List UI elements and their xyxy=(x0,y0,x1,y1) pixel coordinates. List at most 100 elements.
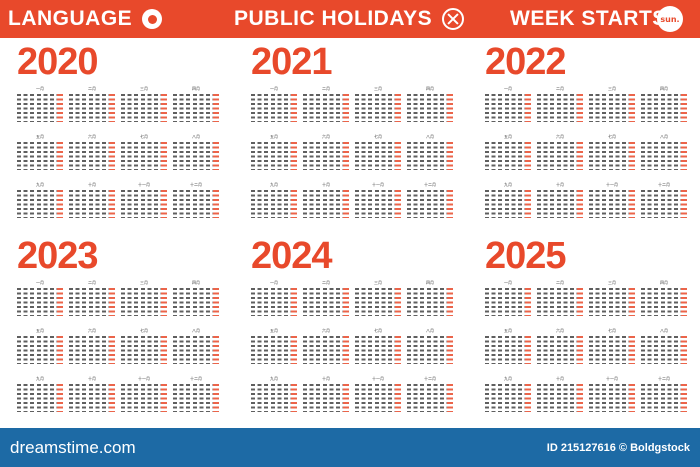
month-calendar: 八月 xyxy=(407,328,453,364)
month-calendar: 一月 xyxy=(485,86,531,122)
month-day-grid xyxy=(173,94,219,122)
month-day-grid xyxy=(485,384,531,412)
month-day-grid xyxy=(17,288,63,316)
month-calendar: 七月 xyxy=(589,328,635,364)
month-name: 四月 xyxy=(192,280,200,285)
week-starts-setting: WEEK STARTS xyxy=(510,0,667,38)
month-name: 十一月 xyxy=(372,182,384,187)
month-name: 二月 xyxy=(88,86,96,91)
month-name: 二月 xyxy=(556,280,564,285)
month-calendar: 十月 xyxy=(303,182,349,218)
month-day-grid xyxy=(17,336,63,364)
month-day-grid xyxy=(69,94,115,122)
month-day-grid xyxy=(303,190,349,218)
month-day-grid xyxy=(589,142,635,170)
month-calendar: 二月 xyxy=(537,86,583,122)
month-day-grid xyxy=(251,384,297,412)
month-name: 十月 xyxy=(556,182,564,187)
month-day-grid xyxy=(69,142,115,170)
month-calendar: 五月 xyxy=(485,328,531,364)
month-day-grid xyxy=(251,336,297,364)
month-name: 十一月 xyxy=(138,182,150,187)
language-label: LANGUAGE xyxy=(8,7,133,30)
header-bar: LANGUAGE PUBLIC HOLIDAYS WEEK STARTS sun… xyxy=(0,0,700,38)
month-calendar: 三月 xyxy=(121,280,167,316)
month-calendar: 八月 xyxy=(173,328,219,364)
month-name: 七月 xyxy=(140,328,148,333)
month-day-grid xyxy=(173,288,219,316)
month-calendar: 九月 xyxy=(485,182,531,218)
month-name: 十二月 xyxy=(190,376,202,381)
month-calendar: 十二月 xyxy=(407,376,453,412)
month-calendar: 四月 xyxy=(407,280,453,316)
month-day-grid xyxy=(17,94,63,122)
month-name: 五月 xyxy=(504,134,512,139)
year-title: 2025 xyxy=(485,235,567,277)
month-calendar: 六月 xyxy=(69,328,115,364)
month-name: 九月 xyxy=(270,376,278,381)
month-calendar: 九月 xyxy=(485,376,531,412)
month-calendar: 十一月 xyxy=(121,182,167,218)
month-name: 十月 xyxy=(88,182,96,187)
month-name: 七月 xyxy=(608,134,616,139)
month-name: 十月 xyxy=(556,376,564,381)
image-id: ID 215127616 © Boldgstock xyxy=(546,441,690,454)
public-holidays-setting: PUBLIC HOLIDAYS xyxy=(234,0,465,38)
month-calendar: 四月 xyxy=(173,280,219,316)
month-name: 十一月 xyxy=(606,376,618,381)
month-name: 八月 xyxy=(192,328,200,333)
month-name: 七月 xyxy=(140,134,148,139)
month-day-grid xyxy=(69,336,115,364)
month-name: 十一月 xyxy=(606,182,618,187)
month-name: 八月 xyxy=(660,328,668,333)
japan-flag-icon xyxy=(142,9,163,29)
month-calendar: 一月 xyxy=(485,280,531,316)
month-day-grid xyxy=(173,142,219,170)
month-calendar: 八月 xyxy=(173,134,219,170)
month-calendar: 三月 xyxy=(589,280,635,316)
month-name: 八月 xyxy=(426,134,434,139)
month-name: 一月 xyxy=(270,280,278,285)
month-name: 一月 xyxy=(504,86,512,91)
month-calendar: 八月 xyxy=(641,134,687,170)
month-day-grid xyxy=(407,384,453,412)
month-name: 十一月 xyxy=(372,376,384,381)
month-calendar: 二月 xyxy=(69,280,115,316)
month-name: 六月 xyxy=(88,328,96,333)
month-name: 十月 xyxy=(322,182,330,187)
month-name: 四月 xyxy=(426,280,434,285)
month-day-grid xyxy=(303,288,349,316)
month-day-grid xyxy=(355,288,401,316)
month-day-grid xyxy=(407,288,453,316)
month-name: 一月 xyxy=(36,280,44,285)
month-calendar: 六月 xyxy=(69,134,115,170)
month-name: 十二月 xyxy=(190,182,202,187)
month-name: 六月 xyxy=(322,328,330,333)
month-day-grid xyxy=(485,288,531,316)
month-day-grid xyxy=(641,94,687,122)
month-calendar: 十二月 xyxy=(641,182,687,218)
month-day-grid xyxy=(17,384,63,412)
month-calendar: 四月 xyxy=(407,86,453,122)
month-name: 七月 xyxy=(374,328,382,333)
month-calendar: 三月 xyxy=(355,280,401,316)
month-name: 六月 xyxy=(556,134,564,139)
month-calendar: 七月 xyxy=(121,328,167,364)
month-name: 三月 xyxy=(374,280,382,285)
site-logo: dreamstime.com xyxy=(10,437,136,457)
month-name: 六月 xyxy=(322,134,330,139)
month-calendar: 八月 xyxy=(407,134,453,170)
month-name: 三月 xyxy=(608,280,616,285)
month-calendar: 三月 xyxy=(121,86,167,122)
month-calendar: 九月 xyxy=(251,376,297,412)
month-name: 十二月 xyxy=(424,376,436,381)
month-calendar: 九月 xyxy=(251,182,297,218)
month-name: 二月 xyxy=(322,280,330,285)
month-day-grid xyxy=(485,142,531,170)
month-calendar: 十二月 xyxy=(641,376,687,412)
month-name: 八月 xyxy=(426,328,434,333)
week-starts-label: WEEK STARTS xyxy=(510,7,667,30)
month-calendar: 十月 xyxy=(69,376,115,412)
month-day-grid xyxy=(355,94,401,122)
month-calendar: 三月 xyxy=(589,86,635,122)
